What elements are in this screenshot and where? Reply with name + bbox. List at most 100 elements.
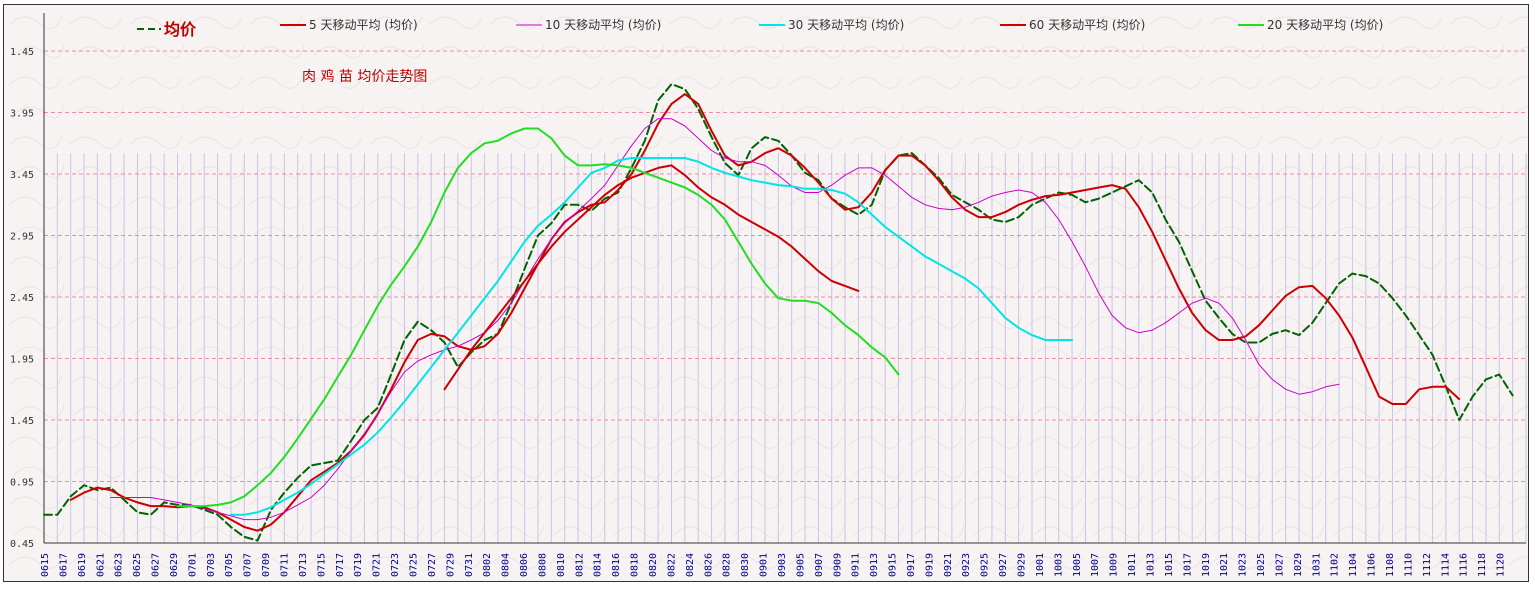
x-tick-label: 1029 xyxy=(1293,553,1304,577)
x-tick-label: 0818 xyxy=(630,553,641,577)
series-line-1 xyxy=(69,93,1461,532)
x-tick-label: 1106 xyxy=(1367,553,1378,577)
series-line-4 xyxy=(443,164,860,391)
x-tick-label: 1003 xyxy=(1053,553,1064,577)
y-tick-label: 1.45 xyxy=(10,47,34,58)
legend-label-ma10: 10 天移动平均 (均价) xyxy=(545,18,661,32)
grid-lines xyxy=(43,13,1526,544)
x-tick-label: 1023 xyxy=(1238,553,1249,577)
series-line-5 xyxy=(176,127,900,508)
x-tick-label: 0826 xyxy=(703,553,714,577)
x-tick-label: 0923 xyxy=(961,553,972,577)
x-tick-label: 0822 xyxy=(666,553,677,577)
series-line-3 xyxy=(229,157,1074,516)
chart-svg: 0.45 0.95 1.45 1.95 2.45 2.95 3.45 3.95 1.45 061… xyxy=(4,5,1528,581)
x-tick-label: 0810 xyxy=(556,553,567,577)
x-tick-label: 0629 xyxy=(169,553,180,577)
x-tick-label: 1120 xyxy=(1496,553,1507,577)
x-tick-label: 0917 xyxy=(906,553,917,577)
legend-label-ma5: 5 天移动平均 (均价) xyxy=(309,18,418,32)
x-tick-label: 0723 xyxy=(390,553,401,577)
x-tick-label: 1108 xyxy=(1385,553,1396,577)
x-tick-label: 0808 xyxy=(537,553,548,577)
x-tick-label: 0709 xyxy=(261,553,272,577)
x-tick-label: 0717 xyxy=(335,553,346,577)
chart-frame: 0.45 0.95 1.45 1.95 2.45 2.95 3.45 3.95 1.45 061… xyxy=(3,4,1529,582)
x-tick-label: 1104 xyxy=(1348,553,1359,577)
x-tick-label: 0625 xyxy=(132,553,143,577)
x-tick-label: 0731 xyxy=(464,553,475,577)
x-tick-label: 1112 xyxy=(1422,553,1433,577)
y-tick-label: 2.45 xyxy=(10,293,34,304)
x-tick-label: 1019 xyxy=(1201,553,1212,577)
x-tick-label: 0619 xyxy=(77,553,88,577)
x-tick-label: 0816 xyxy=(611,553,622,577)
x-tick-label: 0802 xyxy=(482,553,493,577)
x-tick-label: 0921 xyxy=(943,553,954,577)
x-tick-label: 1005 xyxy=(1072,553,1083,577)
x-tick-label: 0617 xyxy=(58,553,69,577)
chart-title: 肉 鸡 苗 均价走势图 xyxy=(302,68,427,85)
x-tick-label: 0713 xyxy=(298,553,309,577)
x-tick-label: 0901 xyxy=(759,553,770,577)
x-tick-label: 0909 xyxy=(832,553,843,577)
x-tick-label: 1009 xyxy=(1109,553,1120,577)
x-axis: 0615 0617 0619 0621 0623 0625 0627 0629 0701 0703… xyxy=(40,553,1507,577)
x-tick-label: 0707 xyxy=(243,553,254,577)
x-tick-label: 0727 xyxy=(427,553,438,577)
x-tick-label: 0621 xyxy=(95,553,106,577)
x-tick-label: 1110 xyxy=(1403,553,1414,577)
x-tick-label: 0905 xyxy=(795,553,806,577)
series-line-0 xyxy=(43,83,1514,542)
y-tick-label: 1.95 xyxy=(10,355,34,366)
x-tick-label: 0820 xyxy=(648,553,659,577)
x-tick-label: 1001 xyxy=(1035,553,1046,577)
x-tick-label: 1017 xyxy=(1182,553,1193,577)
y-tick-label: 3.45 xyxy=(10,170,34,181)
x-tick-label: 0729 xyxy=(445,553,456,577)
x-tick-label: 0719 xyxy=(353,553,364,577)
x-tick-label: 1025 xyxy=(1256,553,1267,577)
y-axis: 0.45 0.95 1.45 1.95 2.45 2.95 3.45 3.95 1.45 xyxy=(10,47,34,550)
x-tick-label: 0715 xyxy=(316,553,327,577)
series-lines xyxy=(43,83,1514,542)
x-tick-label: 1116 xyxy=(1459,553,1470,577)
x-tick-label: 0828 xyxy=(722,553,733,577)
x-tick-label: 0911 xyxy=(851,553,862,577)
x-tick-label: 0627 xyxy=(151,553,162,577)
x-tick-label: 0929 xyxy=(1017,553,1028,577)
x-tick-label: 0830 xyxy=(740,553,751,577)
x-tick-label: 0703 xyxy=(206,553,217,577)
x-tick-label: 0623 xyxy=(114,553,125,577)
x-tick-label: 0814 xyxy=(593,553,604,577)
x-tick-label: 0824 xyxy=(685,553,696,577)
x-tick-label: 0903 xyxy=(777,553,788,577)
x-tick-label: 1021 xyxy=(1219,553,1230,577)
x-tick-label: 0927 xyxy=(998,553,1009,577)
x-tick-label: 1027 xyxy=(1274,553,1285,577)
x-tick-label: 1011 xyxy=(1127,553,1138,577)
legend-label-ma60: 60 天移动平均 (均价) xyxy=(1029,18,1145,32)
x-tick-label: 0806 xyxy=(519,553,530,577)
x-tick-label: 0711 xyxy=(280,553,291,577)
legend-label-avg: 均价 xyxy=(164,20,197,39)
y-tick-label: 0.45 xyxy=(10,539,34,550)
x-tick-label: 1007 xyxy=(1090,553,1101,577)
x-tick-label: 0915 xyxy=(888,553,899,577)
x-tick-label: 0812 xyxy=(574,553,585,577)
series-line-2 xyxy=(110,118,1340,521)
x-tick-label: 0705 xyxy=(224,553,235,577)
x-tick-label: 1102 xyxy=(1330,553,1341,577)
x-tick-label: 0804 xyxy=(501,553,512,577)
legend-label-ma20: 20 天移动平均 (均价) xyxy=(1267,18,1383,32)
x-tick-label: 1031 xyxy=(1311,553,1322,577)
x-tick-label: 0919 xyxy=(924,553,935,577)
volume-bars xyxy=(43,153,1527,543)
x-tick-label: 0701 xyxy=(187,553,198,577)
x-tick-label: 1114 xyxy=(1440,553,1451,577)
legend: 均价 5 天移动平均 (均价) 10 天移动平均 (均价) 30 天移动平均 (… xyxy=(137,18,1383,39)
y-tick-label: 2.95 xyxy=(10,232,34,243)
y-tick-label: 3.95 xyxy=(10,109,34,120)
y-tick-label: 0.95 xyxy=(10,478,34,489)
x-tick-label: 1118 xyxy=(1477,553,1488,577)
